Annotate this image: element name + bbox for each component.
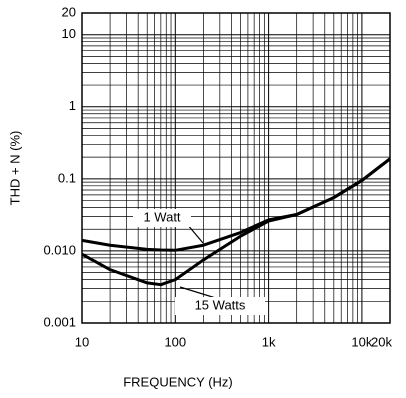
series-line <box>81 157 391 252</box>
x-tick-label: 10 <box>75 334 89 349</box>
x-tick-label: 100 <box>164 334 186 349</box>
legend-label: 15 Watts <box>195 297 246 312</box>
y-tick-label: 1 <box>69 98 76 113</box>
y-tick-label: 0.1 <box>58 170 76 185</box>
callout-arrow <box>186 223 204 244</box>
x-tick-label: 1k <box>262 334 276 349</box>
y-tick-label: 20 <box>62 4 76 19</box>
legend-box <box>133 209 191 227</box>
y-tick-label: 0.001 <box>43 314 76 329</box>
legend-box <box>175 297 265 315</box>
plot-frame <box>81 12 391 324</box>
legend-label: 1 Watt <box>143 209 180 224</box>
y-tick-label: 0.010 <box>43 242 76 257</box>
y-tick-label: 10 <box>62 26 76 41</box>
x-axis-label: FREQUENCY (Hz) <box>123 374 233 389</box>
y-axis-label: THD + N (%) <box>7 131 22 206</box>
x-tick-label: 20k <box>371 334 392 349</box>
x-tick-label: 10k <box>351 334 372 349</box>
series-line <box>81 157 391 287</box>
